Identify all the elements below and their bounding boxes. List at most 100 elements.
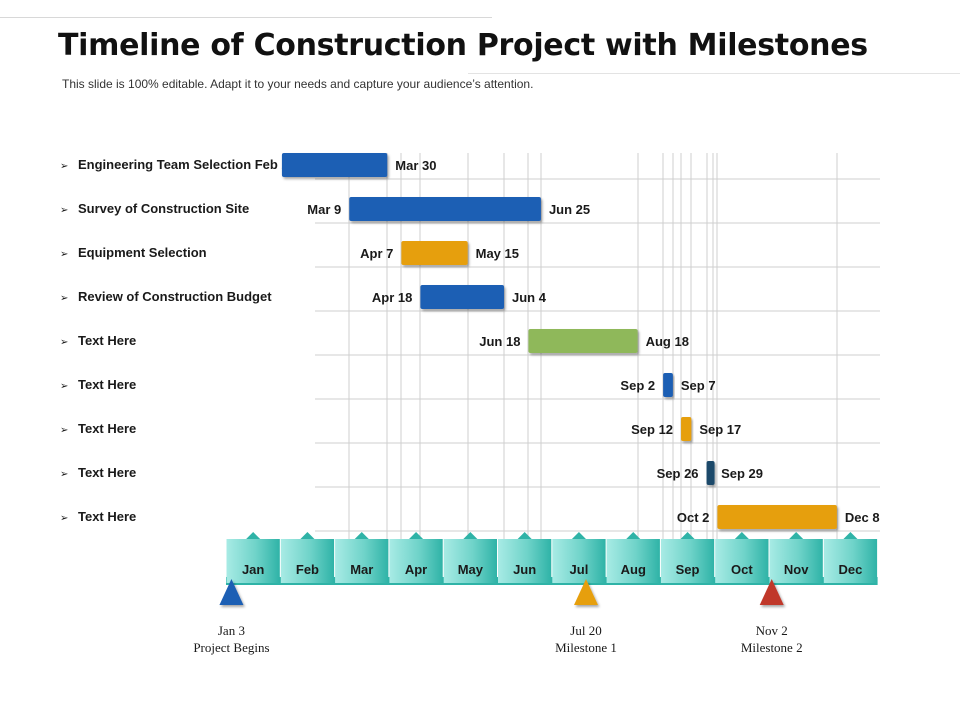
month-tick-marker: [789, 532, 804, 539]
task-bar: [349, 197, 541, 221]
bar-start-label: Jun 18: [479, 334, 520, 349]
month-label: Mar: [350, 562, 373, 577]
month-cell: [443, 539, 497, 583]
task-label-text: Review of Construction Budget: [78, 289, 272, 304]
bar-end-label: May 15: [476, 246, 519, 261]
month-tick-marker: [463, 532, 478, 539]
month-label: Oct: [731, 562, 753, 577]
subtitle-rule: [468, 73, 960, 74]
month-label: Nov: [784, 562, 809, 577]
milestone-name: Milestone 2: [740, 640, 803, 655]
top-rule: [0, 17, 492, 18]
month-tick-marker: [300, 532, 315, 539]
task-bar: [717, 505, 837, 529]
milestone-marker-icon: [574, 579, 599, 605]
month-label: Aug: [621, 562, 646, 577]
bullet-arrow-icon: ➢: [60, 469, 69, 480]
month-tick-marker: [354, 532, 369, 539]
milestone-date: Jan 3: [217, 623, 245, 638]
task-label: ➢ Text Here: [60, 376, 320, 394]
task-bar: [281, 153, 388, 177]
bullet-arrow-icon: ➢: [60, 293, 69, 304]
month-tick-marker: [734, 532, 749, 539]
bar-end-label: Mar 30: [395, 158, 436, 173]
month-cell: [823, 539, 878, 583]
month-tick-marker: [626, 532, 641, 539]
bar-end-label: Jun 4: [512, 290, 547, 305]
month-cell: [280, 539, 335, 583]
task-bar: [401, 241, 468, 265]
task-label-text: Text Here: [78, 465, 137, 480]
month-label: Sep: [676, 562, 700, 577]
task-label: ➢ Survey of Construction Site: [60, 200, 320, 218]
task-label-text: Text Here: [78, 421, 137, 436]
month-label: Dec: [839, 562, 863, 577]
milestone-name: Milestone 1: [555, 640, 617, 655]
milestone-label: Jan 3 Project Begins: [151, 622, 311, 656]
bar-end-label: Dec 8: [845, 510, 880, 525]
month-label: Jun: [513, 562, 536, 577]
milestone-marker-icon: [219, 579, 244, 605]
month-cell: [226, 539, 280, 583]
task-bar: [528, 329, 638, 353]
bullet-arrow-icon: ➢: [60, 513, 69, 524]
bar-start-label: Mar 9: [307, 202, 341, 217]
task-label-text: Text Here: [78, 509, 137, 524]
bullet-arrow-icon: ➢: [60, 205, 69, 216]
month-cell: [552, 539, 606, 583]
bar-start-label: Apr 7: [360, 246, 393, 261]
month-tick-marker: [571, 532, 586, 539]
milestone-date: Jul 20: [570, 623, 602, 638]
task-label: ➢ Text Here: [60, 332, 320, 350]
bar-end-label: Sep 29: [721, 466, 763, 481]
month-label: Apr: [405, 562, 427, 577]
page-subtitle: This slide is 100% editable. Adapt it to…: [62, 77, 534, 91]
task-label: ➢ Text Here: [60, 464, 320, 482]
bullet-arrow-icon: ➢: [60, 425, 69, 436]
bar-end-label: Sep 17: [699, 422, 741, 437]
axis-base-strip: [226, 577, 878, 585]
month-cell: [389, 539, 443, 583]
bar-start-label: Oct 2: [677, 510, 710, 525]
task-bar: [681, 417, 692, 441]
task-label: ➢ Text Here: [60, 420, 320, 438]
bar-end-label: Aug 18: [646, 334, 689, 349]
bar-start-label: Apr 18: [372, 290, 412, 305]
bar-end-label: Sep 7: [681, 378, 716, 393]
task-bar: [663, 373, 673, 397]
month-label: Jul: [570, 562, 589, 577]
month-tick-marker: [517, 532, 532, 539]
month-cell: [498, 539, 552, 583]
task-bar: [706, 461, 715, 485]
month-label: May: [458, 562, 484, 577]
month-tick-marker: [246, 532, 261, 539]
month-cell: [660, 539, 715, 583]
bar-end-label: Jun 25: [549, 202, 590, 217]
task-label-text: Text Here: [78, 333, 137, 348]
task-label-text: Text Here: [78, 377, 137, 392]
bullet-arrow-icon: ➢: [60, 161, 69, 172]
month-cell: [606, 539, 660, 583]
month-tick-marker: [409, 532, 424, 539]
milestone-marker-icon: [759, 579, 784, 605]
bullet-arrow-icon: ➢: [60, 381, 69, 392]
milestone-label: Nov 2 Milestone 2: [692, 622, 852, 656]
milestone-label: Jul 20 Milestone 1: [506, 622, 666, 656]
task-label-text: Survey of Construction Site: [78, 201, 250, 216]
milestone-name: Project Begins: [193, 640, 270, 655]
bar-start-label: Sep 12: [631, 422, 673, 437]
task-label: ➢ Text Here: [60, 508, 320, 526]
task-label-text: Equipment Selection: [78, 245, 207, 260]
task-label: ➢ Equipment Selection: [60, 244, 320, 262]
bar-start-label: Sep 26: [657, 466, 699, 481]
month-label: Feb: [296, 562, 319, 577]
month-label: Jan: [242, 562, 264, 577]
task-bar: [420, 285, 505, 309]
task-label-text: Engineering Team Selection Feb 2: [78, 157, 289, 172]
month-cell: [335, 539, 389, 583]
bar-start-label: Sep 2: [620, 378, 655, 393]
task-label: ➢ Review of Construction Budget: [60, 288, 320, 306]
month-cell: [715, 539, 769, 583]
bullet-arrow-icon: ➢: [60, 337, 69, 348]
